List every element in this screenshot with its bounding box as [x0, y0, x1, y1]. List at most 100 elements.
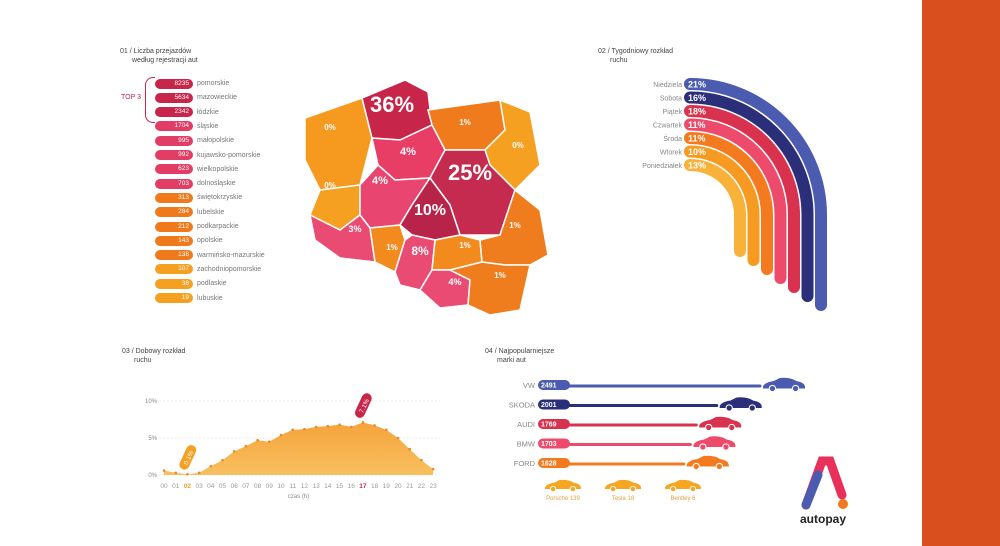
- region-value: 284: [155, 207, 193, 218]
- brand-value: 1769: [541, 422, 557, 429]
- other-brand-label: Bentley 6: [670, 496, 696, 502]
- weekday-percent: 11%: [688, 120, 706, 130]
- region-name: małopolskie: [197, 137, 234, 145]
- map-percent-label: 4%: [448, 277, 461, 287]
- hourly-point: [256, 438, 259, 442]
- car-icon: [686, 455, 729, 471]
- map-percent-label: 4%: [400, 146, 416, 158]
- other-brand-label: Tesla 18: [612, 496, 635, 502]
- hourly-point: [314, 425, 318, 429]
- small-car-icon: [605, 479, 641, 493]
- section1-title: 01 / Liczba przejazdów według rejestracji…: [120, 48, 198, 64]
- x-tick-label: 10: [277, 483, 285, 490]
- brand-value-pill: [538, 380, 570, 390]
- hourly-point: [174, 471, 177, 475]
- region-value: 8235: [155, 78, 193, 89]
- region-value: 107: [155, 264, 193, 275]
- region-row: 2342 łódzkie: [155, 107, 219, 118]
- map-percent-label: 8%: [411, 244, 429, 258]
- region-row: 8235 pomorskie: [155, 78, 229, 89]
- region-value: 313: [155, 192, 193, 203]
- weekday-percent: 11%: [688, 134, 706, 144]
- weekday-label: Piątek: [663, 109, 683, 116]
- top3-label: TOP 3: [121, 94, 141, 101]
- x-tick-label: 01: [172, 483, 180, 490]
- x-tick-label: 23: [429, 483, 437, 490]
- weekday-label: Niedziela: [653, 82, 682, 89]
- hourly-point: [279, 433, 283, 437]
- map-percent-label: 0%: [512, 141, 524, 150]
- region-value: 212: [155, 221, 193, 232]
- region-name: warmińsko-mazurskie: [197, 251, 265, 259]
- x-tick-label: 00: [160, 483, 168, 490]
- x-tick-label: 22: [418, 483, 426, 490]
- y-tick-label: 10%: [145, 399, 158, 405]
- region-name: podkarpackie: [197, 223, 239, 230]
- region-row: 1704 śląskie: [155, 121, 218, 132]
- car-icon: [693, 436, 736, 451]
- region-row: 992 kujawsko-pomorskie: [155, 150, 260, 161]
- weekday-label: Poniedziałek: [642, 163, 682, 170]
- x-tick-label: 02: [184, 483, 192, 490]
- x-tick-label: 03: [195, 483, 203, 490]
- region-value: 5634: [155, 92, 193, 103]
- x-tick-label: 11: [289, 483, 296, 490]
- region-name: świętokrzyskie: [197, 194, 243, 202]
- brand-value: 1628: [541, 461, 557, 468]
- region-value: 19: [155, 293, 193, 303]
- region-row: 19 lubuskie: [155, 293, 223, 304]
- x-tick-label: 13: [312, 483, 320, 490]
- region-row: 212 podkarpackie: [155, 221, 239, 232]
- x-tick-label: 21: [406, 483, 414, 490]
- hourly-point: [303, 427, 306, 431]
- weekly-arc-2: [684, 105, 800, 293]
- section2-title: 02 / Tygodniowy rozkład ruchu: [598, 48, 673, 64]
- map-percent-label: 4%: [372, 175, 388, 187]
- brand-value: 1703: [541, 441, 557, 448]
- hourly-point: [385, 428, 388, 432]
- region-row: 623 wielkopolskie: [155, 164, 238, 175]
- hourly-point: [232, 450, 236, 453]
- section3-title: 03 / Dobowy rozkład ruchu: [122, 348, 186, 364]
- region-row: 284 lubelskie: [155, 207, 224, 218]
- x-axis-label: czas (h): [288, 494, 309, 500]
- brand-name: FORD: [514, 459, 536, 468]
- weekly-chart: Niedziela 21% Sobota 16% Piątek 18% Czwartek 11…: [642, 78, 827, 311]
- hourly-point: [326, 424, 330, 428]
- brand-name: AUDI: [517, 420, 535, 429]
- hourly-point: [431, 467, 435, 471]
- weekday-percent: 10%: [688, 147, 706, 157]
- other-brand-label: Porsche 139: [546, 496, 580, 502]
- x-tick-label: 17: [359, 483, 367, 490]
- hourly-point: [244, 444, 248, 448]
- brand-value-pill: [538, 399, 570, 410]
- orange-side-bar: [922, 0, 1000, 546]
- x-tick-label: 08: [254, 483, 262, 490]
- section4-title: 04 / Najpopularniejsze marki aut: [485, 348, 555, 364]
- region-row: 995 małopolskie: [155, 135, 234, 146]
- brand-name: BMW: [517, 440, 536, 449]
- weekday-label: Środa: [663, 134, 682, 143]
- hourly-area: [164, 422, 434, 475]
- map-percent-label: 1%: [459, 118, 471, 127]
- weekday-label: Sobota: [660, 96, 682, 103]
- y-tick-label: 5%: [148, 436, 157, 442]
- brand-name: VW: [523, 381, 536, 390]
- brand-value: 2491: [541, 383, 557, 390]
- weekday-label: Wtorek: [660, 150, 683, 157]
- region-row: 703 dolnośląskie: [155, 178, 236, 189]
- brand-name: SKODA: [509, 401, 535, 410]
- region-row: 143 opolskie: [155, 235, 223, 246]
- region-value: 2342: [155, 107, 193, 118]
- brands-chart: 2491 VW 2001 SKODA 1769 AUDI 1703 BMW 1628 FORD Po…: [509, 377, 805, 502]
- brand-value-pill: [538, 458, 570, 468]
- region-value: 143: [155, 235, 193, 246]
- y-tick-label: 0%: [148, 473, 157, 479]
- x-tick-label: 16: [348, 483, 356, 490]
- hourly-point: [186, 472, 189, 476]
- region-name: kujawsko-pomorskie: [197, 151, 261, 159]
- hourly-point: [396, 436, 400, 440]
- weekday-percent: 16%: [688, 93, 706, 103]
- region-value: 138: [155, 250, 193, 261]
- logo-text: autopay: [800, 512, 846, 526]
